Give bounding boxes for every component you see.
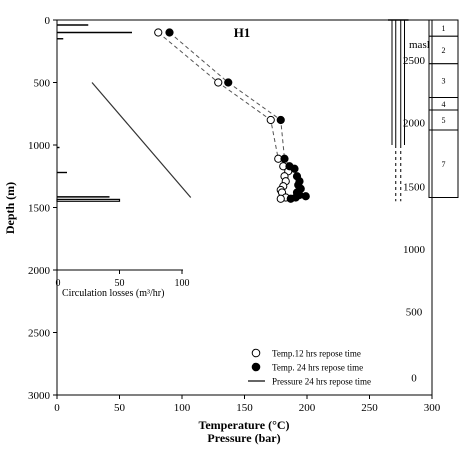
x-tick-label-300: 300 <box>424 402 441 414</box>
series-0-point-1 <box>214 78 223 87</box>
lithology-unit-2 <box>428 35 459 65</box>
x-tick-label-200: 200 <box>299 402 316 414</box>
series-line-pressure <box>91 82 192 198</box>
x-tick-label-150: 150 <box>236 402 253 414</box>
y-tick-label-2000: 2000 <box>28 265 51 277</box>
circulation-tick-label-100: 100 <box>175 278 190 289</box>
legend-swatch-1 <box>251 362 261 372</box>
legend-label-0: Temp.12 hrs repose time <box>272 349 361 359</box>
lithology-unit-3 <box>428 63 459 98</box>
lithology-label-4: 4 <box>442 100 446 109</box>
x-tick-label-100: 100 <box>174 402 191 414</box>
y-tick-label-1500: 1500 <box>28 203 51 215</box>
lithology-unit-7 <box>428 129 459 198</box>
x-tick-label-250: 250 <box>361 402 378 414</box>
series-1-point-1 <box>224 78 233 87</box>
lithology-label-5: 5 <box>442 116 446 125</box>
chart-title: H1 <box>234 25 251 40</box>
circulation-losses-label: Circulation losses (m³/hr) <box>62 288 164 299</box>
series-0-point-12 <box>276 194 285 203</box>
x-tick-label-0: 0 <box>54 402 60 414</box>
lithology-label-2: 2 <box>442 46 446 55</box>
y-tick-label-3000: 3000 <box>28 390 51 402</box>
y-tick-label-0: 0 <box>45 15 51 27</box>
elevation-tick-label-1000: 1000 <box>403 244 426 256</box>
series-line-1 <box>169 32 306 200</box>
lithology-label-7: 7 <box>442 160 446 169</box>
lithology-label-3: 3 <box>442 77 446 86</box>
elevation-axis: 2500 2000 1500 1000 500 0 <box>403 55 426 385</box>
elevation-tick-label-2000: 2000 <box>403 118 426 130</box>
lithology-column: 1 2 3 4 5 7 <box>428 19 459 198</box>
series-0-point-2 <box>266 115 275 125</box>
series-1-point-0 <box>165 28 174 37</box>
lithology-label-1: 1 <box>442 24 446 33</box>
x-axis-label: Temperature (°C) <box>198 418 289 432</box>
elevation-axis-label: masl <box>409 39 430 51</box>
y-tick-label-500: 500 <box>34 78 51 90</box>
axes: 0 50 100 150 200 250 3000500100015002000250030… <box>28 15 441 414</box>
legend-swatch-0 <box>251 348 261 358</box>
series-1-point-2 <box>276 115 285 125</box>
series-1-point-5 <box>290 164 299 173</box>
series-1-point-12 <box>301 192 310 201</box>
circulation-tick-label-50: 50 <box>115 278 125 289</box>
legend: Temp.12 hrs repose time Temp. 24 hrs repo… <box>248 349 371 387</box>
series-0-point-0 <box>154 28 163 37</box>
elevation-tick-label-500: 500 <box>406 306 423 318</box>
elevation-tick-label-0: 0 <box>411 373 417 385</box>
y-axis-label: Depth (m) <box>3 182 17 234</box>
y-tick-label-2500: 2500 <box>28 328 51 340</box>
legend-label-1: Temp. 24 hrs repose time <box>272 363 363 373</box>
circulation-tick-label-0: 0 <box>56 278 61 289</box>
x-tick-label-50: 50 <box>114 402 126 414</box>
series-points <box>154 28 310 203</box>
y-tick-label-1000: 1000 <box>28 140 51 152</box>
elevation-tick-label-2500: 2500 <box>403 55 426 67</box>
series-1-point-3 <box>280 154 289 163</box>
legend-label-2: Pressure 24 hrs repose time <box>272 377 371 387</box>
x-axis-label-secondary: Pressure (bar) <box>207 431 280 445</box>
elevation-tick-label-1500: 1500 <box>403 181 426 193</box>
circulation-losses-panel: 0 50 100 <box>56 24 190 289</box>
series-1-point-14 <box>286 194 295 203</box>
